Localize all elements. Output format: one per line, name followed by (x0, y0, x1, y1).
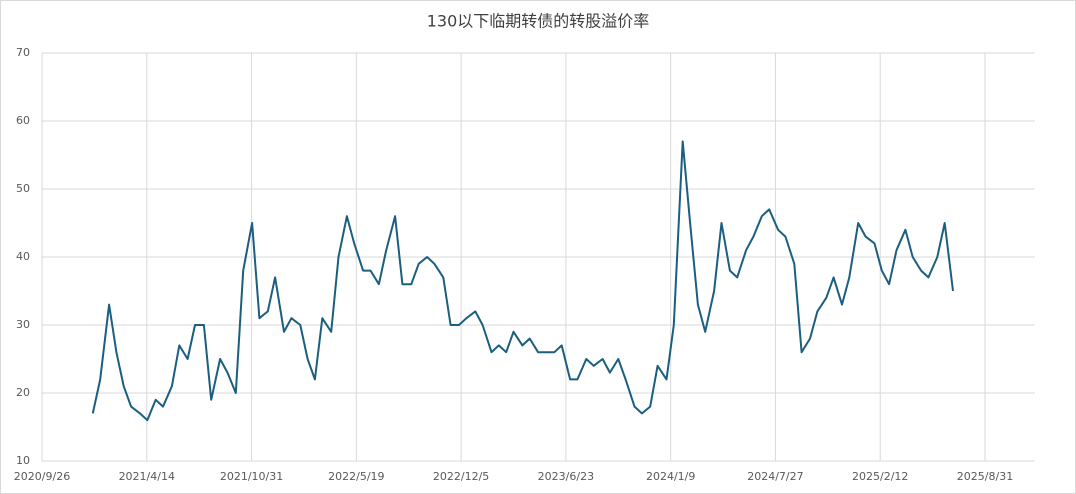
chart-title: 130以下临期转债的转股溢价率 (427, 12, 650, 31)
y-tick-label: 20 (16, 386, 30, 399)
x-tick-label: 2023/6/23 (538, 470, 594, 483)
y-tick-label: 30 (16, 318, 30, 331)
y-tick-label: 40 (16, 250, 30, 263)
y-tick-label: 10 (16, 454, 30, 467)
x-tick-label: 2024/1/9 (646, 470, 695, 483)
x-tick-label: 2021/4/14 (119, 470, 175, 483)
x-tick-label: 2021/10/31 (220, 470, 283, 483)
x-tick-label: 2025/2/12 (852, 470, 908, 483)
data-line (91, 140, 954, 422)
y-tick-label: 50 (16, 182, 30, 195)
x-tick-label: 2020/9/26 (14, 470, 70, 483)
y-tick-label: 70 (16, 46, 30, 59)
y-tick-label: 60 (16, 114, 30, 127)
x-tick-label: 2024/7/27 (747, 470, 803, 483)
x-tick-label: 2022/5/19 (328, 470, 384, 483)
x-tick-label: 2022/12/5 (433, 470, 489, 483)
x-tick-label: 2025/8/31 (957, 470, 1013, 483)
